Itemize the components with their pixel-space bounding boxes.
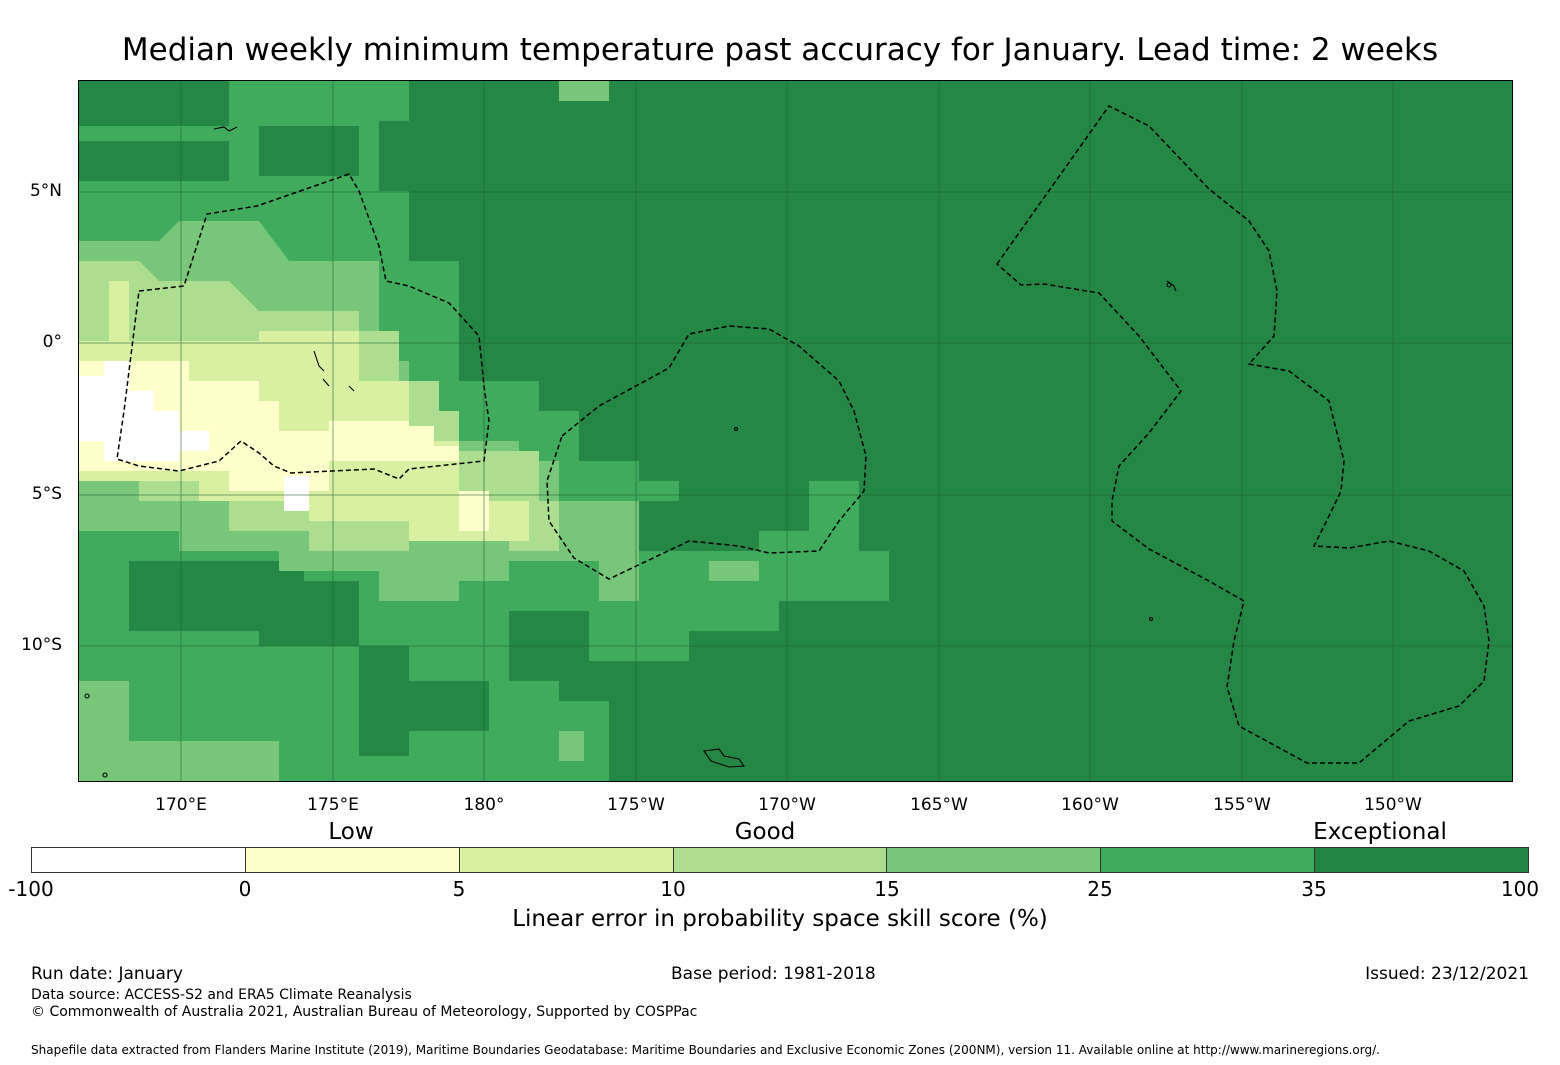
- skill-map-graphic: [79, 81, 1512, 781]
- lat-label-10s: 10°S: [21, 635, 62, 655]
- lon-label-170e: 170°E: [155, 795, 207, 815]
- chart-title: Median weekly minimum temperature past a…: [121, 32, 1439, 68]
- skill-map: [78, 80, 1513, 782]
- colorbar-segment: [32, 848, 246, 872]
- graticule: [79, 81, 1512, 781]
- copyright: © Commonwealth of Australia 2021, Austra…: [31, 1004, 698, 1020]
- shapefile-note: Shapefile data extracted from Flanders M…: [31, 1043, 1380, 1057]
- colorbar-segment: [887, 848, 1102, 872]
- colorbar-tick: 5: [452, 877, 466, 901]
- skill-zone-negative: [79, 361, 209, 461]
- colorbar-tick: 25: [1087, 877, 1113, 901]
- colorbar-word-exceptional: Exceptional: [1313, 819, 1447, 845]
- lat-label-5n: 5°N: [29, 181, 62, 201]
- issued-date: Issued: 23/12/2021: [1365, 964, 1529, 984]
- data-source: Data source: ACCESS-S2 and ERA5 Climate …: [31, 987, 412, 1003]
- colorbar: [31, 847, 1529, 873]
- colorbar-word-low: Low: [328, 819, 374, 845]
- run-date: Run date: January: [31, 964, 183, 984]
- colorbar-tick: 15: [874, 877, 900, 901]
- colorbar-segment: [1315, 848, 1529, 872]
- colorbar-segment: [1101, 848, 1316, 872]
- skill-zone-fair: [79, 281, 529, 541]
- lon-label-175e: 175°E: [307, 795, 359, 815]
- base-period: Base period: 1981-2018: [671, 964, 876, 984]
- colorbar-label: Linear error in probability space skill …: [512, 906, 1048, 932]
- lon-label-155w: 155°W: [1213, 795, 1271, 815]
- colorbar-tick: -100: [8, 877, 54, 901]
- colorbar-segment: [245, 848, 460, 872]
- colorbar-tick: 0: [238, 877, 252, 901]
- colorbar-tick: 35: [1301, 877, 1327, 901]
- lon-label-165w: 165°W: [910, 795, 968, 815]
- eez-boundaries: [116, 105, 1490, 764]
- lat-label-0: 0°: [42, 332, 62, 352]
- colorbar-segment: [459, 848, 674, 872]
- coastlines: [84, 126, 1177, 778]
- lat-label-5s: 5°S: [31, 484, 62, 504]
- colorbar-word-good: Good: [734, 819, 796, 845]
- lon-label-150w: 150°W: [1364, 795, 1422, 815]
- lon-label-170w: 170°W: [758, 795, 816, 815]
- lon-label-160w: 160°W: [1061, 795, 1119, 815]
- lon-label-175w: 175°W: [607, 795, 665, 815]
- colorbar-segment: [673, 848, 888, 872]
- colorbar-tick: 100: [1500, 877, 1540, 901]
- lon-label-180: 180°: [463, 795, 505, 815]
- colorbar-tick: 10: [660, 877, 686, 901]
